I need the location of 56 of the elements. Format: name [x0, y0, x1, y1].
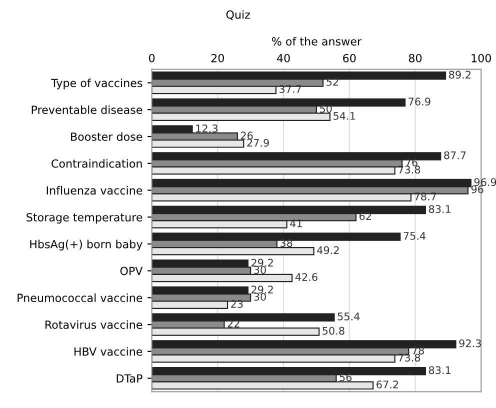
data-label: 54.1 [334, 112, 355, 120]
data-label: 67.2 [376, 380, 398, 388]
y-tick-label: Influenza vaccine [46, 186, 142, 195]
data-label: 73.8 [398, 166, 420, 174]
data-label: 38 [280, 239, 292, 247]
y-tick-label: OPV [120, 266, 143, 276]
data-label: 87.7 [444, 151, 466, 160]
data-label: 76.9 [408, 98, 430, 106]
data-label: 78.7 [414, 192, 436, 200]
x-tick-label: 40 [276, 54, 290, 62]
data-label: 23 [231, 300, 243, 308]
data-label: 96.9 [474, 178, 496, 186]
data-label: 83.1 [428, 205, 450, 213]
data-label: 62 [359, 212, 371, 220]
y-tick-label: Preventable disease [32, 105, 142, 114]
data-label: 92.3 [459, 339, 481, 348]
data-label: 29.2 [251, 258, 273, 267]
data-label: 76 [406, 158, 418, 166]
data-label: 29.2 [251, 286, 273, 294]
data-label: 30 [254, 266, 266, 274]
x-tick-label: 80 [408, 54, 422, 62]
data-label: 30 [254, 292, 266, 301]
data-label: 42.6 [295, 273, 318, 281]
data-label: 27.9 [247, 138, 269, 147]
data-label: 96 [471, 185, 484, 194]
data-label: 89.2 [449, 70, 470, 79]
x-tick-label: 0 [148, 54, 155, 62]
y-axis-title: Quiz [226, 10, 250, 20]
y-tick-label: DTaP [116, 374, 142, 383]
y-tick-label: Type of vaccines [51, 78, 142, 90]
x-tick-label: 20 [211, 54, 224, 62]
data-label: 41 [290, 220, 302, 228]
x-tick-label: 60 [343, 54, 356, 62]
data-label: 56 [340, 373, 352, 382]
x-axis-title: % of the answer [272, 36, 362, 46]
data-label: 22 [228, 320, 240, 328]
data-label: 55.4 [338, 312, 360, 320]
y-tick-label: Booster dose [71, 132, 142, 141]
y-tick-label: HBV vaccine [74, 347, 142, 356]
y-tick-label: Contraindication [52, 159, 142, 168]
data-label: 50 [320, 104, 332, 113]
data-label: 37.7 [280, 85, 302, 93]
y-tick-label: HbsAg(+) born baby [30, 240, 142, 250]
data-label: 83.1 [428, 366, 450, 374]
x-tick-label: 100 [472, 54, 491, 62]
data-label: 52 [326, 78, 338, 86]
data-label: 49.2 [317, 246, 339, 254]
y-tick-label: Rotavirus vaccine [45, 320, 142, 329]
data-label: 75.4 [404, 232, 426, 240]
data-label: 50.8 [322, 326, 344, 335]
y-tick-label: Pneumococcal vaccine [18, 293, 142, 302]
data-label: 73.8 [398, 354, 420, 362]
y-tick-label: Storage temperature [26, 213, 142, 224]
data-label: 12.3 [196, 124, 218, 132]
data-label: 26 [240, 132, 253, 140]
data-label: 78 [412, 346, 424, 354]
